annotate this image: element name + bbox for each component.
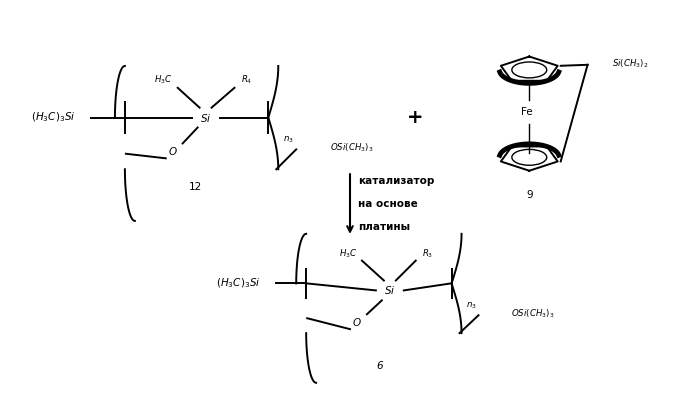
Text: Fe: Fe: [521, 107, 533, 117]
Text: +: +: [407, 108, 423, 127]
Text: $H_3C$: $H_3C$: [154, 74, 173, 86]
Text: $OSi(CH_3)_3$: $OSi(CH_3)_3$: [330, 141, 373, 154]
Text: 6: 6: [377, 361, 383, 371]
Text: $H_3C$: $H_3C$: [339, 247, 357, 260]
Text: $(H_3C)_3Si$: $(H_3C)_3Si$: [31, 111, 75, 124]
Text: $n_3$: $n_3$: [466, 300, 476, 310]
Text: $R_4$: $R_4$: [240, 74, 252, 86]
Text: $Si$: $Si$: [200, 112, 211, 124]
Text: $O$: $O$: [352, 316, 362, 328]
Text: $O$: $O$: [168, 145, 178, 157]
Text: катализатор: катализатор: [358, 176, 434, 186]
Text: $Si(CH_3)_2$: $Si(CH_3)_2$: [612, 58, 649, 70]
Text: платины: платины: [358, 222, 410, 232]
Text: $R_3$: $R_3$: [422, 247, 433, 260]
Text: на основе: на основе: [358, 199, 418, 209]
Text: 9: 9: [526, 190, 533, 200]
Text: $Si$: $Si$: [384, 284, 396, 297]
Text: $OSi(CH_3)_3$: $OSi(CH_3)_3$: [512, 307, 555, 319]
Text: $(H_3C)_3Si$: $(H_3C)_3Si$: [216, 276, 261, 290]
Text: 12: 12: [189, 182, 202, 192]
Text: $n_3$: $n_3$: [283, 134, 294, 145]
